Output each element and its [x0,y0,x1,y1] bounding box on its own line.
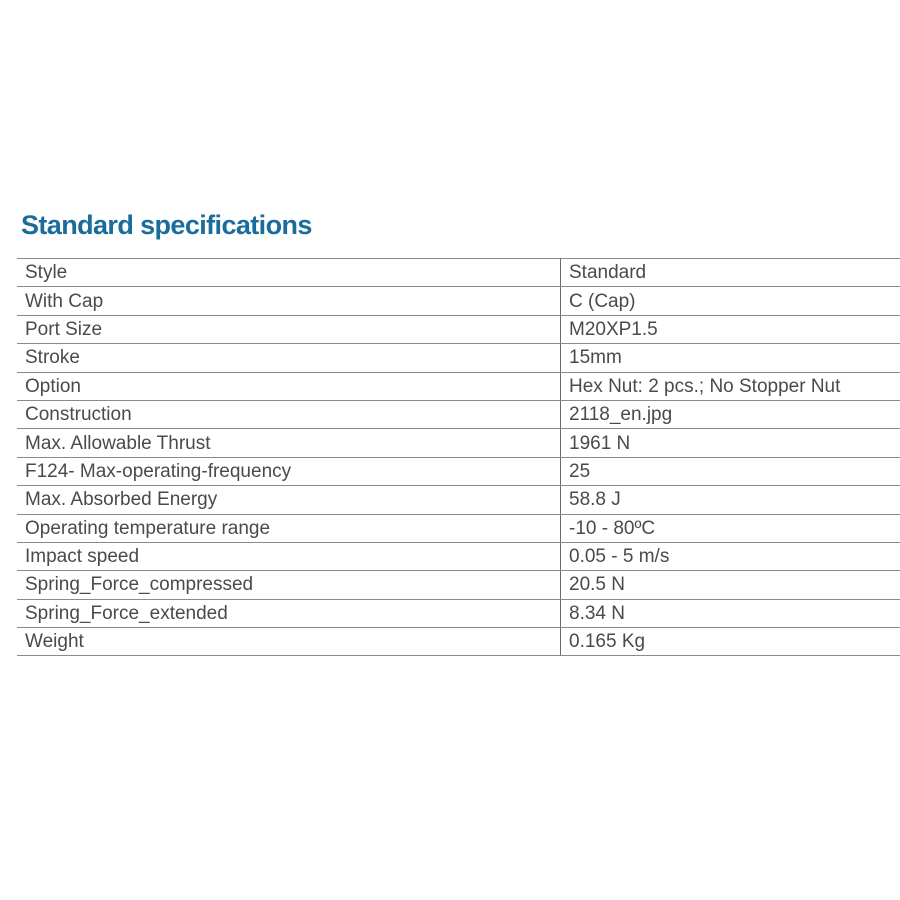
spec-table: Style Standard With Cap C (Cap) Port Size M20… [17,257,900,657]
spec-label: Option [17,371,561,401]
spec-label: Construction [17,399,561,430]
spec-label: Max. Absorbed Energy [17,485,561,515]
spec-value: 0.165 Kg [560,627,900,657]
spec-value: 2118_en.jpg [560,399,900,430]
spec-value: 0.05 - 5 m/s [560,541,900,572]
spec-value: 1961 N [560,428,900,458]
table-row: Impact speed 0.05 - 5 m/s [17,541,900,572]
spec-value: Hex Nut: 2 pcs.; No Stopper Nut [560,371,900,401]
spec-label: Stroke [17,343,561,373]
table-row: Style Standard [17,257,900,288]
spec-value: 8.34 N [560,598,900,629]
table-row: Stroke 15mm [17,343,900,373]
spec-label: With Cap [17,286,561,316]
spec-label: Operating temperature range [17,513,561,543]
table-row: Construction 2118_en.jpg [17,399,900,430]
spec-value: 58.8 J [560,485,900,515]
table-row: Operating temperature range -10 - 80ºC [17,513,900,543]
table-row: F124- Max-operating-frequency 25 [17,456,900,487]
table-row: Port Size M20XP1.5 [17,314,900,345]
spec-label: F124- Max-operating-frequency [17,456,561,487]
spec-label: Impact speed [17,541,561,572]
spec-value: M20XP1.5 [560,314,900,345]
spec-label: Port Size [17,314,561,345]
spec-label: Weight [17,627,561,657]
page-title: Standard specifications [21,210,312,240]
spec-value: 25 [560,456,900,487]
spec-label: Style [17,257,561,288]
spec-label: Max. Allowable Thrust [17,428,561,458]
table-row: Option Hex Nut: 2 pcs.; No Stopper Nut [17,371,900,401]
table-row: Max. Allowable Thrust 1961 N [17,428,900,458]
table-row: Spring_Force_compressed 20.5 N [17,570,900,600]
table-row: Spring_Force_extended 8.34 N [17,598,900,629]
spec-value: 20.5 N [560,570,900,600]
spec-value: Standard [560,257,900,288]
spec-value: 15mm [560,343,900,373]
spec-value: C (Cap) [560,286,900,316]
table-row: With Cap C (Cap) [17,286,900,316]
spec-value: -10 - 80ºC [560,513,900,543]
spec-label: Spring_Force_compressed [17,570,561,600]
table-row: Weight 0.165 Kg [17,627,900,657]
spec-label: Spring_Force_extended [17,598,561,629]
table-row: Max. Absorbed Energy 58.8 J [17,485,900,515]
